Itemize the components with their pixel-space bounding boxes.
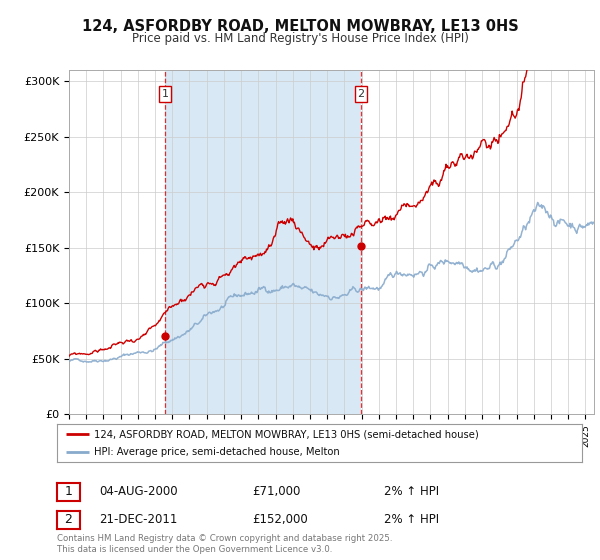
Text: 04-AUG-2000: 04-AUG-2000: [99, 485, 178, 498]
Point: [356, 241, 366, 250]
Text: £152,000: £152,000: [252, 513, 308, 526]
Bar: [165, 70, 361, 414]
Text: Contains HM Land Registry data © Crown copyright and database right 2025.
This d: Contains HM Land Registry data © Crown c…: [57, 534, 392, 554]
Text: 21-DEC-2011: 21-DEC-2011: [99, 513, 178, 526]
Text: 124, ASFORDBY ROAD, MELTON MOWBRAY, LE13 0HS: 124, ASFORDBY ROAD, MELTON MOWBRAY, LE13…: [82, 20, 518, 34]
Text: Price paid vs. HM Land Registry's House Price Index (HPI): Price paid vs. HM Land Registry's House …: [131, 31, 469, 45]
Text: HPI: Average price, semi-detached house, Melton: HPI: Average price, semi-detached house,…: [94, 447, 340, 457]
Text: 1: 1: [161, 89, 169, 99]
Text: £71,000: £71,000: [252, 485, 301, 498]
Text: 2% ↑ HPI: 2% ↑ HPI: [384, 513, 439, 526]
Point: [160, 331, 170, 340]
Text: 124, ASFORDBY ROAD, MELTON MOWBRAY, LE13 0HS (semi-detached house): 124, ASFORDBY ROAD, MELTON MOWBRAY, LE13…: [94, 429, 479, 439]
Text: 1: 1: [64, 485, 73, 498]
Text: 2: 2: [64, 513, 73, 526]
Text: 2% ↑ HPI: 2% ↑ HPI: [384, 485, 439, 498]
Text: 2: 2: [358, 89, 365, 99]
